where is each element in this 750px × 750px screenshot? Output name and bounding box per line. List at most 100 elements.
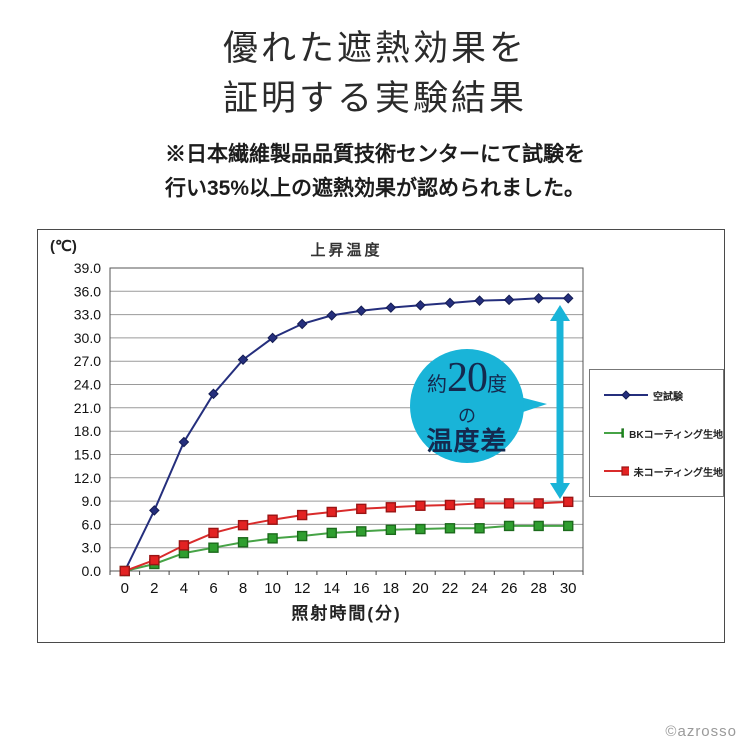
marker-square	[326, 506, 337, 518]
temperature-difference-arrow	[550, 305, 570, 499]
legend-item-0: 空試験	[604, 388, 723, 403]
legend-item-1: BKコーティング生地	[604, 426, 723, 441]
y-tick-label: 30.0	[74, 330, 101, 346]
marker-square	[474, 523, 485, 534]
marker-diamond	[208, 388, 219, 400]
y-tick-label: 6.0	[82, 516, 102, 532]
y-tick-label: 27.0	[74, 353, 101, 369]
temp-diff-label: 温度差	[426, 425, 508, 456]
x-tick-label: 6	[209, 580, 217, 597]
marker-square	[296, 509, 308, 521]
marker-square	[533, 520, 544, 532]
y-tick-label: 0.0	[82, 563, 102, 579]
marker-diamond	[503, 294, 515, 306]
marker-square	[119, 565, 130, 577]
x-tick-label: 20	[412, 580, 429, 597]
y-tick-label: 21.0	[74, 400, 101, 416]
legend: 空試験 BKコーティング生地 未コーティング生地	[589, 369, 724, 497]
certification-note-line2: 行い35%以上の遮熱効果が認められました。	[164, 177, 586, 200]
marker-square	[444, 523, 456, 534]
y-tick-label: 36.0	[74, 283, 101, 299]
marker-square	[267, 514, 278, 525]
x-tick-label: 22	[442, 580, 459, 597]
marker-diamond	[178, 436, 190, 448]
marker-diamond	[296, 318, 308, 330]
legend-label: 未コーティング生地	[633, 467, 723, 479]
y-axis-unit-label: (℃)	[50, 238, 77, 255]
marker-diamond	[237, 354, 249, 365]
page-title-line2: 証明する実験結果	[222, 79, 527, 118]
marker-diamond	[385, 302, 397, 313]
marker-diamond	[355, 305, 367, 317]
marker-diamond	[326, 310, 338, 321]
chart-title: 上昇温度	[310, 242, 383, 259]
marker-square	[533, 498, 544, 509]
series-line-2	[124, 500, 569, 572]
marker-square	[503, 498, 515, 509]
legend-item-2: 未コーティング生地	[604, 464, 723, 479]
x-tick-label: 14	[323, 580, 340, 597]
marker-diamond	[415, 299, 426, 311]
y-tick-label: 39.0	[74, 260, 101, 276]
marker-square	[178, 540, 190, 551]
legend-label: 空試験	[653, 391, 683, 403]
temp-diff-particle: の	[458, 405, 476, 426]
marker-square	[563, 496, 574, 508]
certification-note: ※日本繊維製品品質技術センターにて試験を 行い35%以上の遮熱効果が認められました…	[0, 138, 750, 206]
x-tick-label: 28	[530, 580, 547, 597]
marker-square	[563, 520, 574, 532]
marker-square	[237, 537, 249, 548]
temp-diff-bubble: 約20度 の 温度差	[410, 349, 524, 463]
y-tick-label: 24.0	[74, 377, 101, 393]
x-tick-label: 24	[471, 580, 488, 597]
y-tick-label: 18.0	[74, 423, 101, 439]
y-tick-label: 33.0	[74, 307, 101, 323]
y-tick-label: 15.0	[74, 447, 101, 463]
marker-diamond	[533, 292, 544, 304]
x-tick-label: 2	[150, 580, 158, 597]
x-tick-label: 4	[180, 580, 188, 597]
marker-diamond	[444, 297, 456, 309]
x-tick-label: 10	[264, 580, 281, 597]
legend-sample	[604, 466, 629, 476]
chart-panel: (℃) 上昇温度 0.0 3.0 6.0 9.0 12.0 15.0 18.0 21.0 24.…	[37, 229, 725, 643]
x-tick-label: 8	[239, 580, 247, 597]
temp-diff-prefix: 約	[427, 373, 447, 396]
legend-sample	[604, 390, 648, 400]
y-tick-label: 9.0	[82, 493, 102, 509]
x-tick-label: 30	[560, 580, 577, 597]
marker-square	[356, 503, 367, 515]
marker-diamond	[474, 295, 485, 306]
marker-square	[415, 523, 426, 535]
marker-diamond	[267, 332, 278, 344]
x-tick-label: 12	[294, 580, 311, 597]
temp-diff-unit: 度	[487, 373, 507, 396]
marker-square	[237, 519, 249, 531]
marker-square	[296, 530, 308, 542]
marker-square	[474, 498, 485, 509]
y-tick-label: 12.0	[74, 470, 101, 486]
x-tick-label: 16	[353, 580, 370, 597]
x-tick-label: 26	[501, 580, 518, 597]
marker-square	[326, 527, 337, 539]
marker-square	[356, 526, 367, 537]
page-title-line1: 優れた遮熱効果を	[222, 29, 527, 68]
marker-square	[208, 527, 219, 539]
page-title: 優れた遮熱効果を 証明する実験結果	[0, 24, 750, 124]
x-tick-label: 18	[382, 580, 399, 597]
marker-square	[208, 542, 219, 553]
temp-diff-number: 20	[447, 354, 488, 401]
x-axis-title: 照射時間(分)	[291, 604, 402, 623]
certification-note-line1: ※日本繊維製品品質技術センターにて試験を	[165, 143, 585, 166]
temp-diff-line1: 約20度	[427, 357, 507, 406]
watermark: ©azrosso	[665, 723, 737, 740]
marker-square	[415, 500, 426, 511]
x-tick-label: 0	[121, 580, 129, 597]
series-line-0	[123, 297, 569, 572]
marker-diamond	[149, 505, 160, 516]
marker-square	[385, 524, 397, 536]
marker-diamond	[562, 292, 574, 304]
series-line-1	[124, 524, 569, 572]
legend-label: BKコーティング生地	[629, 429, 723, 441]
